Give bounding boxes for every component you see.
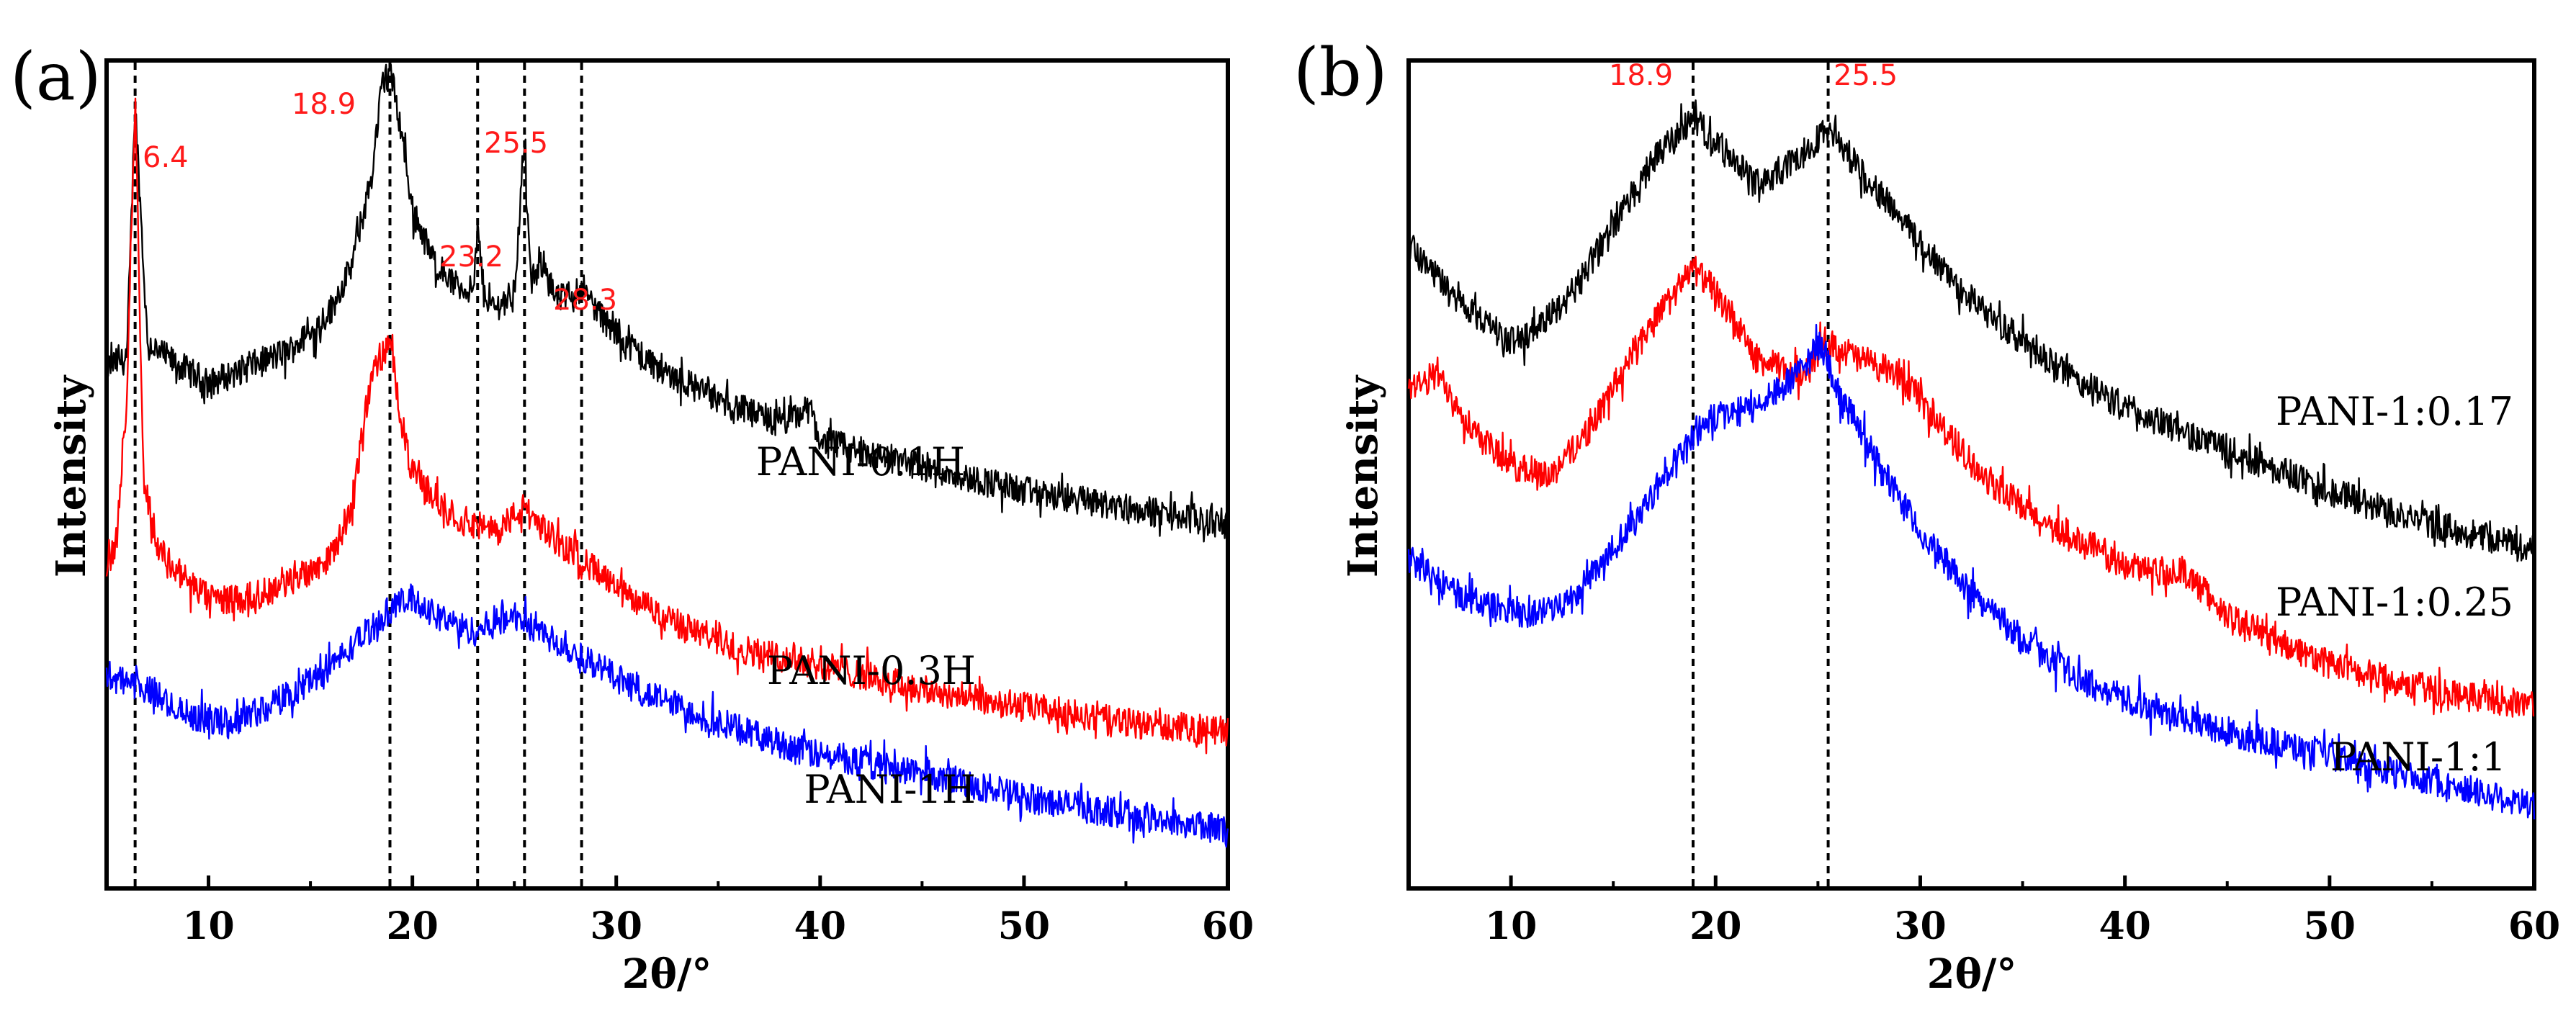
x-tick-label: 40 <box>794 904 846 948</box>
panel-a: (a) 6.4 18.9 25.5 23.2 28.3 10 20 30 40 50 60 PAN… <box>10 38 1254 998</box>
peak-label: 25.5 <box>484 127 548 160</box>
x-tick-label: 20 <box>1689 904 1741 948</box>
x-tick-label: 60 <box>2508 904 2560 948</box>
x-ticks-b: 10 20 30 40 50 60 <box>1407 875 2560 948</box>
x-tick-label: 50 <box>2304 904 2356 948</box>
plot-frame-b <box>1406 58 2536 891</box>
series-label: PANI-1:0.25 <box>2276 580 2513 625</box>
peak-label: 28.3 <box>553 284 617 317</box>
x-tick-label: 20 <box>386 904 438 948</box>
panel-tag-a: (a) <box>10 38 102 115</box>
x-tick-label: 50 <box>998 904 1050 948</box>
peak-label: 25.5 <box>1834 59 1898 92</box>
x-tick-label: 30 <box>1894 904 1946 948</box>
plot-frame-a <box>104 58 1230 891</box>
peak-labels-b: 18.9 25.5 <box>1609 59 1898 92</box>
panel-tag-b: (b) <box>1293 34 1388 111</box>
series-label: PANI-0.3H <box>767 648 976 693</box>
x-axis-title-b: 2θ/° <box>1927 950 2017 998</box>
series-line <box>1407 256 2535 718</box>
series-line <box>105 63 1229 543</box>
series-line <box>105 97 1229 755</box>
peak-label: 6.4 <box>143 141 189 174</box>
y-axis-title-b: Intensity <box>1339 374 1387 577</box>
series-label: PANI-0.1H <box>756 439 965 485</box>
x-tick-label: 10 <box>182 904 234 948</box>
series-line <box>1407 99 2536 562</box>
series-labels-a: PANI-0.1H PANI-0.3H PANI-1H <box>756 439 976 812</box>
peak-label: 18.9 <box>292 88 356 121</box>
series-label: PANI-1H <box>804 767 976 812</box>
panel-b: (b) 18.9 25.5 10 20 30 40 50 60 PANI-1:0.17PAN… <box>1293 34 2560 998</box>
x-tick-label: 40 <box>2099 904 2150 948</box>
x-tick-label: 10 <box>1485 904 1537 948</box>
peak-label: 18.9 <box>1609 59 1673 92</box>
series-line <box>1407 323 2536 820</box>
reference-lines-a <box>133 63 583 886</box>
series-label: PANI-1:1 <box>2330 734 2506 780</box>
series-group-a <box>105 63 1229 848</box>
peak-label: 23.2 <box>439 240 503 274</box>
series-line <box>105 583 1229 848</box>
series-label: PANI-1:0.17 <box>2276 389 2513 434</box>
series-group-b <box>1407 99 2536 820</box>
y-axis-title-a: Intensity <box>48 374 95 577</box>
x-tick-label: 60 <box>1202 904 1254 948</box>
x-axis-title-a: 2θ/° <box>622 950 712 998</box>
x-tick-label: 30 <box>591 904 642 948</box>
series-labels-b: PANI-1:0.17 PANI-1:0.25 PANI-1:1 <box>2276 389 2513 780</box>
peak-labels-a: 6.4 18.9 25.5 23.2 28.3 <box>143 88 617 317</box>
x-ticks-a: 10 20 30 40 50 60 <box>105 875 1254 948</box>
